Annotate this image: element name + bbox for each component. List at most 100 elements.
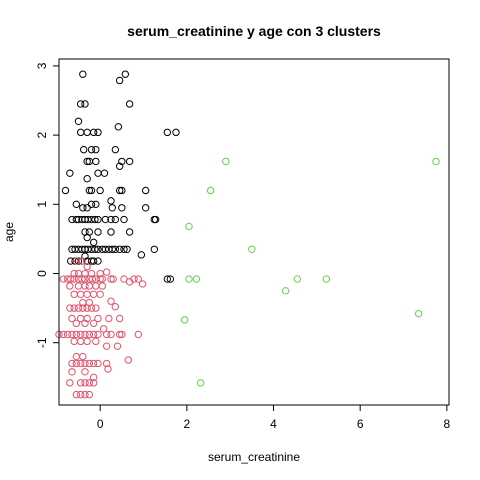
cluster-1-point	[108, 245, 117, 254]
cluster-2-point	[81, 359, 89, 368]
cluster-1-point	[151, 215, 160, 224]
cluster-1-point	[84, 245, 92, 254]
x-tick-label: 8	[443, 417, 450, 431]
cluster-2-point	[68, 359, 76, 368]
cluster-1-point	[67, 257, 75, 265]
x-axis: 0 2 4 6 8	[97, 404, 450, 431]
cluster-2-point	[76, 359, 85, 368]
cluster-1-point	[92, 145, 100, 154]
cluster-1-point	[163, 128, 172, 137]
cluster-2-point	[96, 275, 104, 283]
cluster-2-point	[72, 319, 81, 328]
cluster-2-point	[81, 275, 89, 283]
cluster-2-point	[96, 290, 104, 298]
cluster-2-point	[81, 330, 89, 339]
cluster-1-point	[94, 128, 102, 137]
cluster-1-point	[125, 100, 134, 108]
cluster-2-point	[70, 304, 78, 312]
cluster-1-point	[89, 238, 98, 247]
cluster-1-point	[101, 245, 110, 254]
cluster-1-point	[120, 245, 128, 254]
cluster-2-point	[76, 337, 85, 346]
cluster-1-point	[163, 275, 172, 283]
cluster-2-point	[68, 368, 76, 376]
cluster-1-point	[115, 76, 124, 85]
cluster-1-point	[118, 204, 126, 212]
cluster-1-point	[94, 257, 102, 265]
cluster-1-point	[100, 169, 109, 177]
cluster-2-point	[70, 269, 78, 278]
y-axis: -1 0 1 2 3	[35, 62, 60, 348]
cluster-1-point	[89, 128, 98, 137]
cluster-1-point	[83, 233, 91, 242]
cluster-1-point	[91, 245, 99, 254]
cluster-1-point	[118, 186, 126, 195]
cluster-2-point	[79, 352, 87, 361]
cluster-2-point	[83, 304, 91, 312]
cluster-2-point	[76, 290, 85, 298]
cluster-1-point	[80, 145, 88, 154]
cluster-2-point	[115, 314, 124, 323]
cluster-1-point	[66, 169, 74, 177]
x-axis-label: serum_creatinine	[208, 450, 300, 464]
cluster-2-point	[138, 280, 147, 288]
cluster-1-point	[83, 175, 91, 183]
cluster-1-point	[83, 204, 91, 212]
cluster-2-point	[88, 275, 97, 283]
cluster-2-point	[113, 342, 122, 350]
cluster-1-point	[118, 157, 126, 166]
cluster-2-point	[99, 325, 108, 333]
cluster-2-point	[107, 330, 115, 339]
cluster-1-point	[141, 186, 150, 195]
cluster-2-point	[85, 330, 94, 339]
cluster-2-point	[87, 304, 96, 312]
cluster-2-point	[89, 319, 98, 328]
cluster-2-point	[70, 337, 78, 346]
cluster-2-point	[94, 330, 102, 339]
cluster-1-point	[115, 186, 124, 195]
cluster-1-point	[125, 228, 134, 236]
cluster-1-point	[92, 157, 100, 166]
cluster-3-point	[185, 222, 193, 231]
cluster-2-point	[89, 373, 98, 382]
cluster-2-point	[66, 304, 74, 312]
cluster-1-point	[87, 186, 96, 195]
cluster-2-point	[115, 330, 124, 339]
cluster-1-point	[107, 228, 115, 236]
cluster-2-point	[68, 314, 76, 323]
cluster-1-point	[115, 245, 124, 254]
chart-title: serum_creatinine y age con 3 clusters	[127, 23, 381, 39]
cluster-1-point	[120, 215, 128, 224]
y-tick-label: 2	[35, 131, 49, 138]
cluster-2-point	[118, 330, 126, 339]
cluster-3-point	[192, 275, 201, 283]
cluster-1-point	[83, 157, 91, 166]
cluster-1-point	[94, 245, 102, 254]
plot-frame	[58, 58, 450, 406]
cluster-1-point	[83, 128, 91, 137]
cluster-2-point	[85, 390, 94, 399]
cluster-2-point	[81, 282, 89, 290]
cluster-2-point	[134, 275, 143, 283]
cluster-2-point	[72, 352, 81, 361]
y-tick-label: 0	[35, 270, 49, 277]
cluster-2-point	[81, 390, 89, 399]
cluster-1-point	[125, 157, 134, 166]
cluster-2-point	[85, 379, 94, 387]
cluster-1-point	[79, 204, 87, 212]
cluster-1-point	[91, 215, 99, 224]
cluster-2-point	[74, 282, 83, 290]
cluster-1-point	[137, 251, 146, 259]
cluster-2-point	[59, 275, 68, 283]
x-tick-label: 0	[97, 417, 104, 431]
cluster-2-point	[104, 365, 112, 373]
cluster-2-point	[74, 304, 83, 312]
cluster-1-point	[166, 275, 175, 283]
cluster-2-point	[76, 390, 85, 399]
cluster-1-point	[74, 117, 83, 125]
cluster-1-point	[114, 123, 123, 131]
cluster-3-point	[293, 275, 302, 283]
cluster-2-point	[105, 314, 113, 323]
cluster-2-point	[94, 359, 102, 368]
